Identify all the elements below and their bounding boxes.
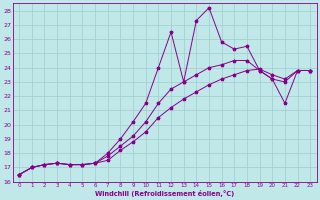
X-axis label: Windchill (Refroidissement éolien,°C): Windchill (Refroidissement éolien,°C) <box>95 190 234 197</box>
